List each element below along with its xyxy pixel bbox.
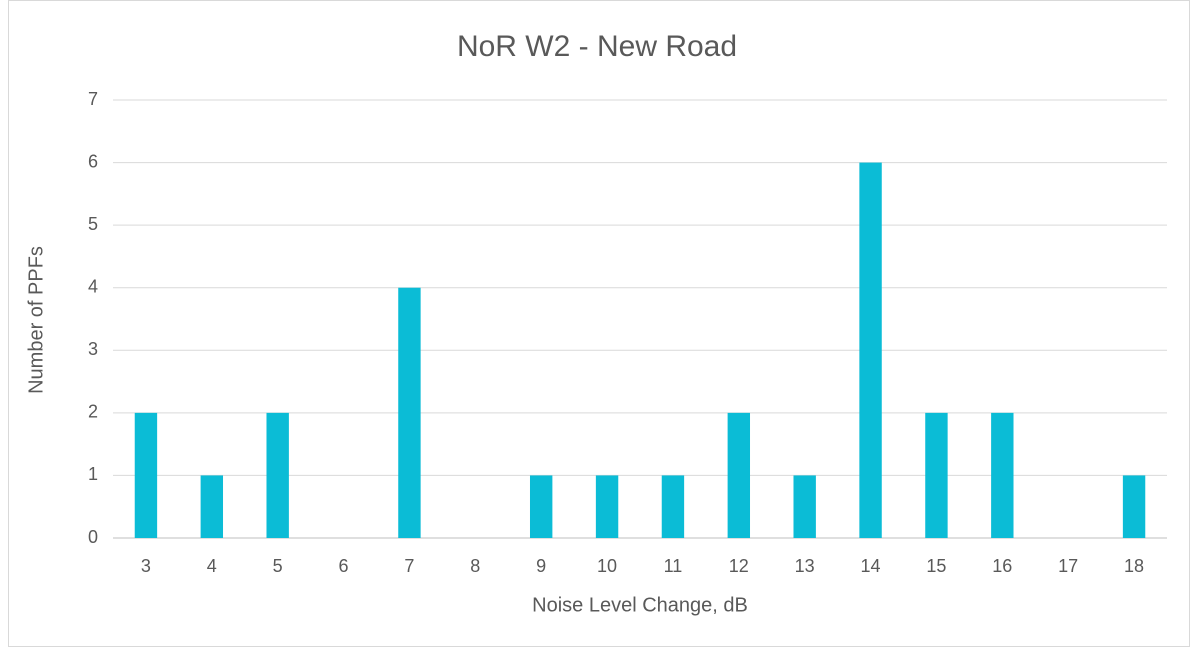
y-tick-label: 1 xyxy=(88,464,98,484)
bar xyxy=(595,475,619,538)
bar xyxy=(991,412,1014,538)
bar xyxy=(529,475,553,538)
x-tick-label: 5 xyxy=(273,556,283,576)
bar xyxy=(398,287,421,538)
bar xyxy=(859,162,882,539)
x-tick-label: 14 xyxy=(861,556,881,576)
bar xyxy=(200,475,224,538)
y-tick-label: 4 xyxy=(88,276,98,296)
x-tick-label: 6 xyxy=(339,556,349,576)
x-tick-label: 9 xyxy=(536,556,546,576)
x-tick-label: 13 xyxy=(795,556,815,576)
x-tick-label: 8 xyxy=(470,556,480,576)
y-axis-label: Number of PPFs xyxy=(25,246,47,394)
bar xyxy=(661,475,685,538)
x-tick-label: 7 xyxy=(404,556,414,576)
x-tick-label: 4 xyxy=(207,556,217,576)
chart-title: NoR W2 - New Road xyxy=(457,30,737,63)
y-tick-label: 0 xyxy=(88,527,98,547)
y-tick-label: 3 xyxy=(88,339,98,359)
x-axis-label: Noise Level Change, dB xyxy=(532,594,748,616)
x-tick-label: 11 xyxy=(664,556,683,576)
x-tick-label: 18 xyxy=(1124,556,1144,576)
y-tick-label: 2 xyxy=(88,402,98,422)
x-tick-label: 17 xyxy=(1058,556,1078,576)
bar xyxy=(925,412,948,538)
y-tick-label: 7 xyxy=(88,89,98,109)
chart-frame xyxy=(8,0,1190,647)
x-tick-label: 16 xyxy=(992,556,1012,576)
bar xyxy=(727,412,751,538)
x-tick-label: 15 xyxy=(926,556,946,576)
bar xyxy=(266,412,289,538)
bar xyxy=(134,412,158,538)
x-tick-label: 10 xyxy=(597,556,617,576)
bar xyxy=(1122,475,1146,538)
x-tick-label: 3 xyxy=(141,556,151,576)
bar xyxy=(793,475,816,538)
y-tick-label: 5 xyxy=(88,214,98,234)
x-tick-label: 12 xyxy=(729,556,749,576)
y-tick-label: 6 xyxy=(88,151,98,171)
